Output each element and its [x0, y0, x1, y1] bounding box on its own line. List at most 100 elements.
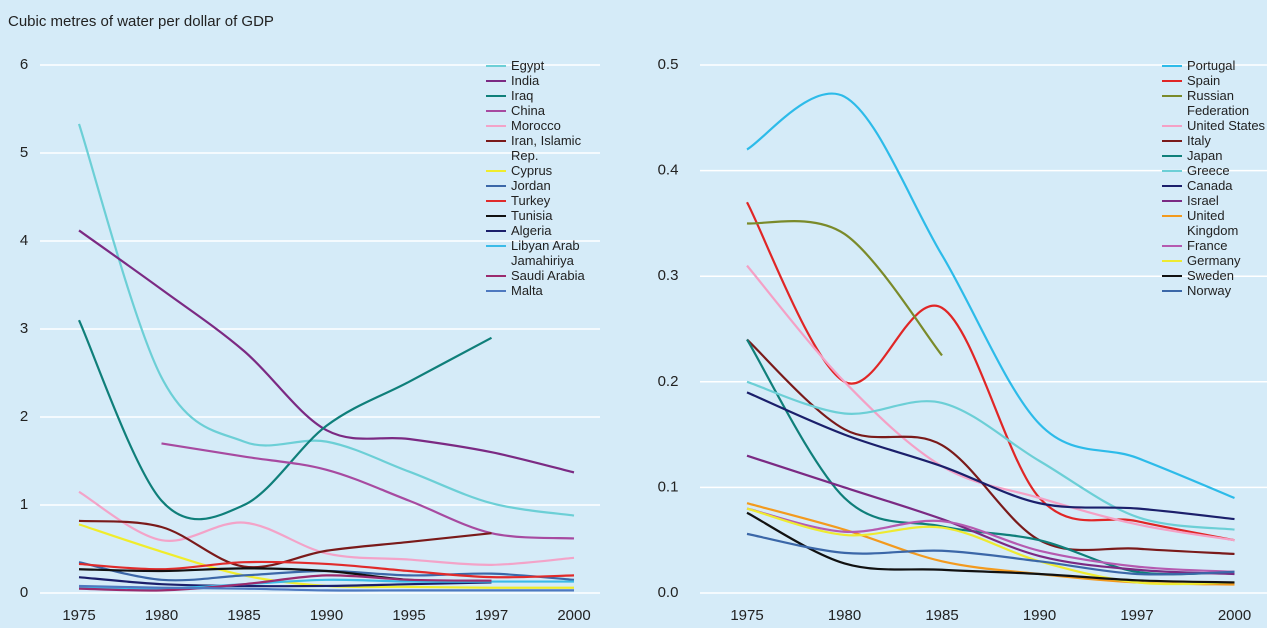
data-line	[746, 391, 1235, 521]
y-tick-label: 5	[20, 144, 28, 161]
legend-label: Algeria	[511, 223, 552, 238]
legend-item: Greece	[1162, 163, 1267, 178]
x-tick-label: 1985	[925, 607, 958, 624]
legend-swatch	[1162, 95, 1182, 97]
legend-swatch	[1162, 215, 1182, 217]
data-line	[746, 507, 1235, 573]
x-tick-label: 1980	[828, 607, 861, 624]
legend-swatch	[486, 215, 506, 217]
legend-label: France	[1187, 238, 1228, 253]
x-tick-label: 1997	[1120, 607, 1153, 624]
legend-item: Libyan Arab Jamahiriya	[486, 238, 606, 268]
legend-label: Tunisia	[511, 208, 553, 223]
legend-label: Cyprus	[511, 163, 553, 178]
legend-swatch	[486, 230, 506, 232]
legend-label: Canada	[1187, 178, 1233, 193]
legend-label: Portugal	[1187, 58, 1236, 73]
legend-item: China	[486, 103, 606, 118]
legend-label: Morocco	[511, 118, 561, 133]
legend-label: Libyan Arab Jamahiriya	[511, 238, 580, 268]
data-line	[746, 532, 1235, 576]
legend-swatch	[486, 95, 506, 97]
legend-label: Saudi Arabia	[511, 268, 585, 283]
legend-item: France	[1162, 238, 1267, 253]
y-tick-label: 0.5	[658, 56, 679, 73]
legend-item: India	[486, 73, 606, 88]
data-line	[746, 219, 943, 357]
legend-item: Italy	[1162, 133, 1267, 148]
legend-item: Cyprus	[486, 163, 606, 178]
legend-label: India	[511, 73, 540, 88]
y-tick-label: 2	[20, 408, 28, 425]
legend-item: Portugal	[1162, 58, 1267, 73]
data-line	[78, 490, 575, 566]
x-tick-label: 1975	[62, 607, 95, 624]
legend-swatch	[1162, 140, 1182, 142]
legend-item: United Kingdom	[1162, 208, 1267, 238]
legend-item: Israel	[1162, 193, 1267, 208]
data-line	[78, 560, 575, 579]
legend-swatch	[486, 80, 506, 82]
legend-swatch	[1162, 275, 1182, 277]
legend-item: Japan	[1162, 148, 1267, 163]
legend-label: Germany	[1187, 253, 1241, 268]
x-tick-label: 1980	[145, 607, 178, 624]
legend-label: United Kingdom	[1187, 208, 1239, 238]
y-tick-label: 0.2	[658, 373, 679, 390]
legend-item: Malta	[486, 283, 606, 298]
legend-swatch	[486, 200, 506, 202]
data-line	[78, 584, 574, 592]
legend-label: Turkey	[511, 193, 551, 208]
data-line	[746, 380, 1235, 531]
legend-swatch	[1162, 245, 1182, 247]
legend-label: Egypt	[511, 58, 545, 73]
legend-swatch	[1162, 170, 1182, 172]
data-line	[746, 511, 1235, 584]
x-tick-label: 1990	[310, 607, 343, 624]
legend-swatch	[486, 125, 506, 127]
legend-item: Tunisia	[486, 208, 606, 223]
y-tick-label: 0.0	[658, 584, 679, 601]
legend-item: Saudi Arabia	[486, 268, 606, 283]
x-tick-label: 2000	[557, 607, 590, 624]
legend-label: Japan	[1187, 148, 1223, 163]
legend-item: Egypt	[486, 58, 606, 73]
legend-item: Norway	[1162, 283, 1267, 298]
legend-item: Iran, Islamic Rep.	[486, 133, 606, 163]
y-tick-label: 0.4	[658, 162, 679, 179]
legend-swatch	[1162, 155, 1182, 157]
legend-label: Israel	[1187, 193, 1219, 208]
legend-swatch	[1162, 260, 1182, 262]
legend-label: China	[511, 103, 545, 118]
legend: Portugal Spain Russian Federation United St…	[1162, 58, 1267, 298]
legend-item: Spain	[1162, 73, 1267, 88]
legend-swatch	[1162, 200, 1182, 202]
legend-label: Spain	[1187, 73, 1221, 88]
legend-item: United States	[1162, 118, 1267, 133]
legend-swatch	[1162, 290, 1182, 292]
legend-label: Russian Federation	[1187, 88, 1250, 118]
legend-label: Malta	[511, 283, 543, 298]
data-line	[161, 442, 575, 540]
legend-item: Algeria	[486, 223, 606, 238]
chart-title: Cubic metres of water per dollar of GDP	[8, 13, 274, 30]
legend-item: Turkey	[486, 193, 606, 208]
legend-item: Russian Federation	[1162, 88, 1267, 118]
y-tick-label: 3	[20, 320, 28, 337]
y-tick-label: 4	[20, 232, 28, 249]
data-line	[77, 319, 493, 521]
legend-label: United States	[1187, 118, 1266, 133]
legend-swatch	[486, 185, 506, 187]
y-tick-label: 1	[20, 496, 28, 513]
data-line	[78, 574, 492, 592]
x-tick-label: 1985	[227, 607, 260, 624]
legend-swatch	[1162, 80, 1182, 82]
y-tick-label: 0	[20, 584, 28, 601]
legend-swatch	[486, 110, 506, 112]
legend-item: Canada	[1162, 178, 1267, 193]
legend-swatch	[1162, 65, 1182, 67]
data-line	[77, 123, 575, 517]
legend: Egypt India Iraq China Morocco Iran, Islamic …	[486, 58, 606, 298]
